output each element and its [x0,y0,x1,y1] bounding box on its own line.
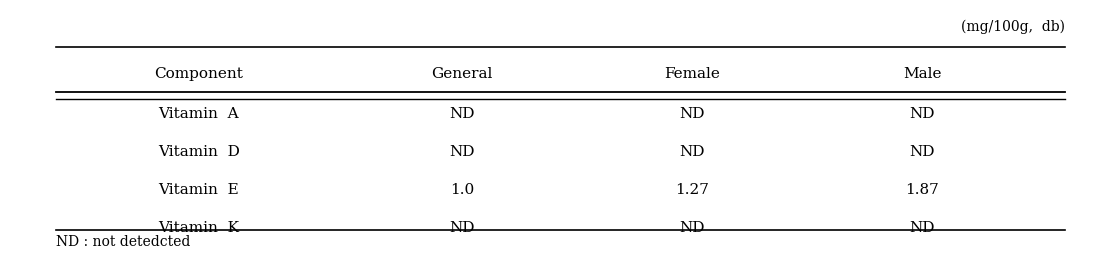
Text: ND: ND [449,221,475,235]
Text: Vitamin  E: Vitamin E [158,183,240,197]
Text: (mg/100g,  db): (mg/100g, db) [961,20,1065,34]
Text: ND: ND [679,107,704,121]
Text: Vitamin  D: Vitamin D [158,145,240,159]
Text: Male: Male [903,67,942,81]
Text: ND: ND [910,221,935,235]
Text: ND: ND [910,145,935,159]
Text: 1.87: 1.87 [906,183,939,197]
Text: ND: ND [679,221,704,235]
Text: 1.27: 1.27 [675,183,709,197]
Text: ND : not detedcted: ND : not detedcted [56,235,190,249]
Text: ND: ND [910,107,935,121]
Text: Component: Component [154,67,243,81]
Text: General: General [431,67,492,81]
Text: Vitamin  A: Vitamin A [158,107,238,121]
Text: ND: ND [449,145,475,159]
Text: ND: ND [449,107,475,121]
Text: 1.0: 1.0 [449,183,474,197]
Text: ND: ND [679,145,704,159]
Text: Female: Female [664,67,720,81]
Text: Vitamin  K: Vitamin K [158,221,240,235]
